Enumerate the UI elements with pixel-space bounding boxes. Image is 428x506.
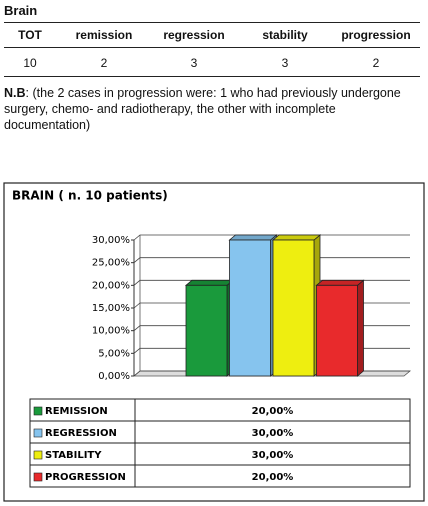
bar-top — [184, 279, 235, 286]
note-text: : (the 2 cases in progression were: 1 wh… — [4, 86, 401, 132]
section-title: Brain — [4, 3, 38, 18]
legend-swatch — [33, 428, 43, 438]
note-label: N.B — [4, 86, 26, 100]
legend-label: REGRESSION — [45, 428, 117, 439]
value-label: 20,00% — [252, 472, 294, 483]
cell: 3 — [281, 56, 289, 70]
bar-top — [271, 234, 322, 241]
bar — [272, 239, 315, 377]
bar — [185, 284, 228, 377]
y-tick-label: 10,00% — [92, 326, 130, 337]
value-label: 30,00% — [252, 428, 294, 439]
column-header: stability — [262, 28, 308, 42]
y-tick-label: 25,00% — [92, 258, 130, 269]
bar-top — [315, 279, 365, 286]
legend-label: REMISSION — [45, 406, 108, 417]
column-header: regression — [163, 28, 225, 42]
rule — [4, 47, 420, 48]
value-label: 30,00% — [252, 450, 294, 461]
legend-label: PROGRESSION — [45, 472, 126, 483]
legend-swatch — [33, 472, 43, 482]
cell: 2 — [100, 56, 108, 70]
y-tick-label: 15,00% — [92, 303, 130, 314]
y-tick-label: 0,00% — [98, 371, 130, 382]
chart-title: BRAIN ( n. 10 patients) — [12, 189, 168, 203]
column-header: remission — [75, 28, 133, 42]
legend-swatch — [33, 450, 43, 460]
bar — [229, 239, 271, 377]
y-tick-label: 20,00% — [92, 280, 130, 291]
column-header: TOT — [18, 28, 42, 42]
bar-top — [228, 234, 278, 241]
legend-swatch — [33, 406, 43, 416]
legend-label: STABILITY — [45, 450, 102, 461]
bar — [316, 284, 358, 377]
value-label: 20,00% — [252, 406, 294, 417]
rule — [4, 76, 420, 77]
cell: 3 — [190, 56, 198, 70]
cell: 10 — [23, 56, 37, 70]
y-tick-label: 5,00% — [98, 348, 130, 359]
bar-side — [357, 279, 364, 377]
note: N.B: (the 2 cases in progression were: 1… — [4, 85, 412, 133]
rule — [4, 22, 420, 23]
y-tick-label: 30,00% — [92, 235, 130, 246]
cell: 2 — [372, 56, 380, 70]
column-header: progression — [341, 28, 411, 42]
